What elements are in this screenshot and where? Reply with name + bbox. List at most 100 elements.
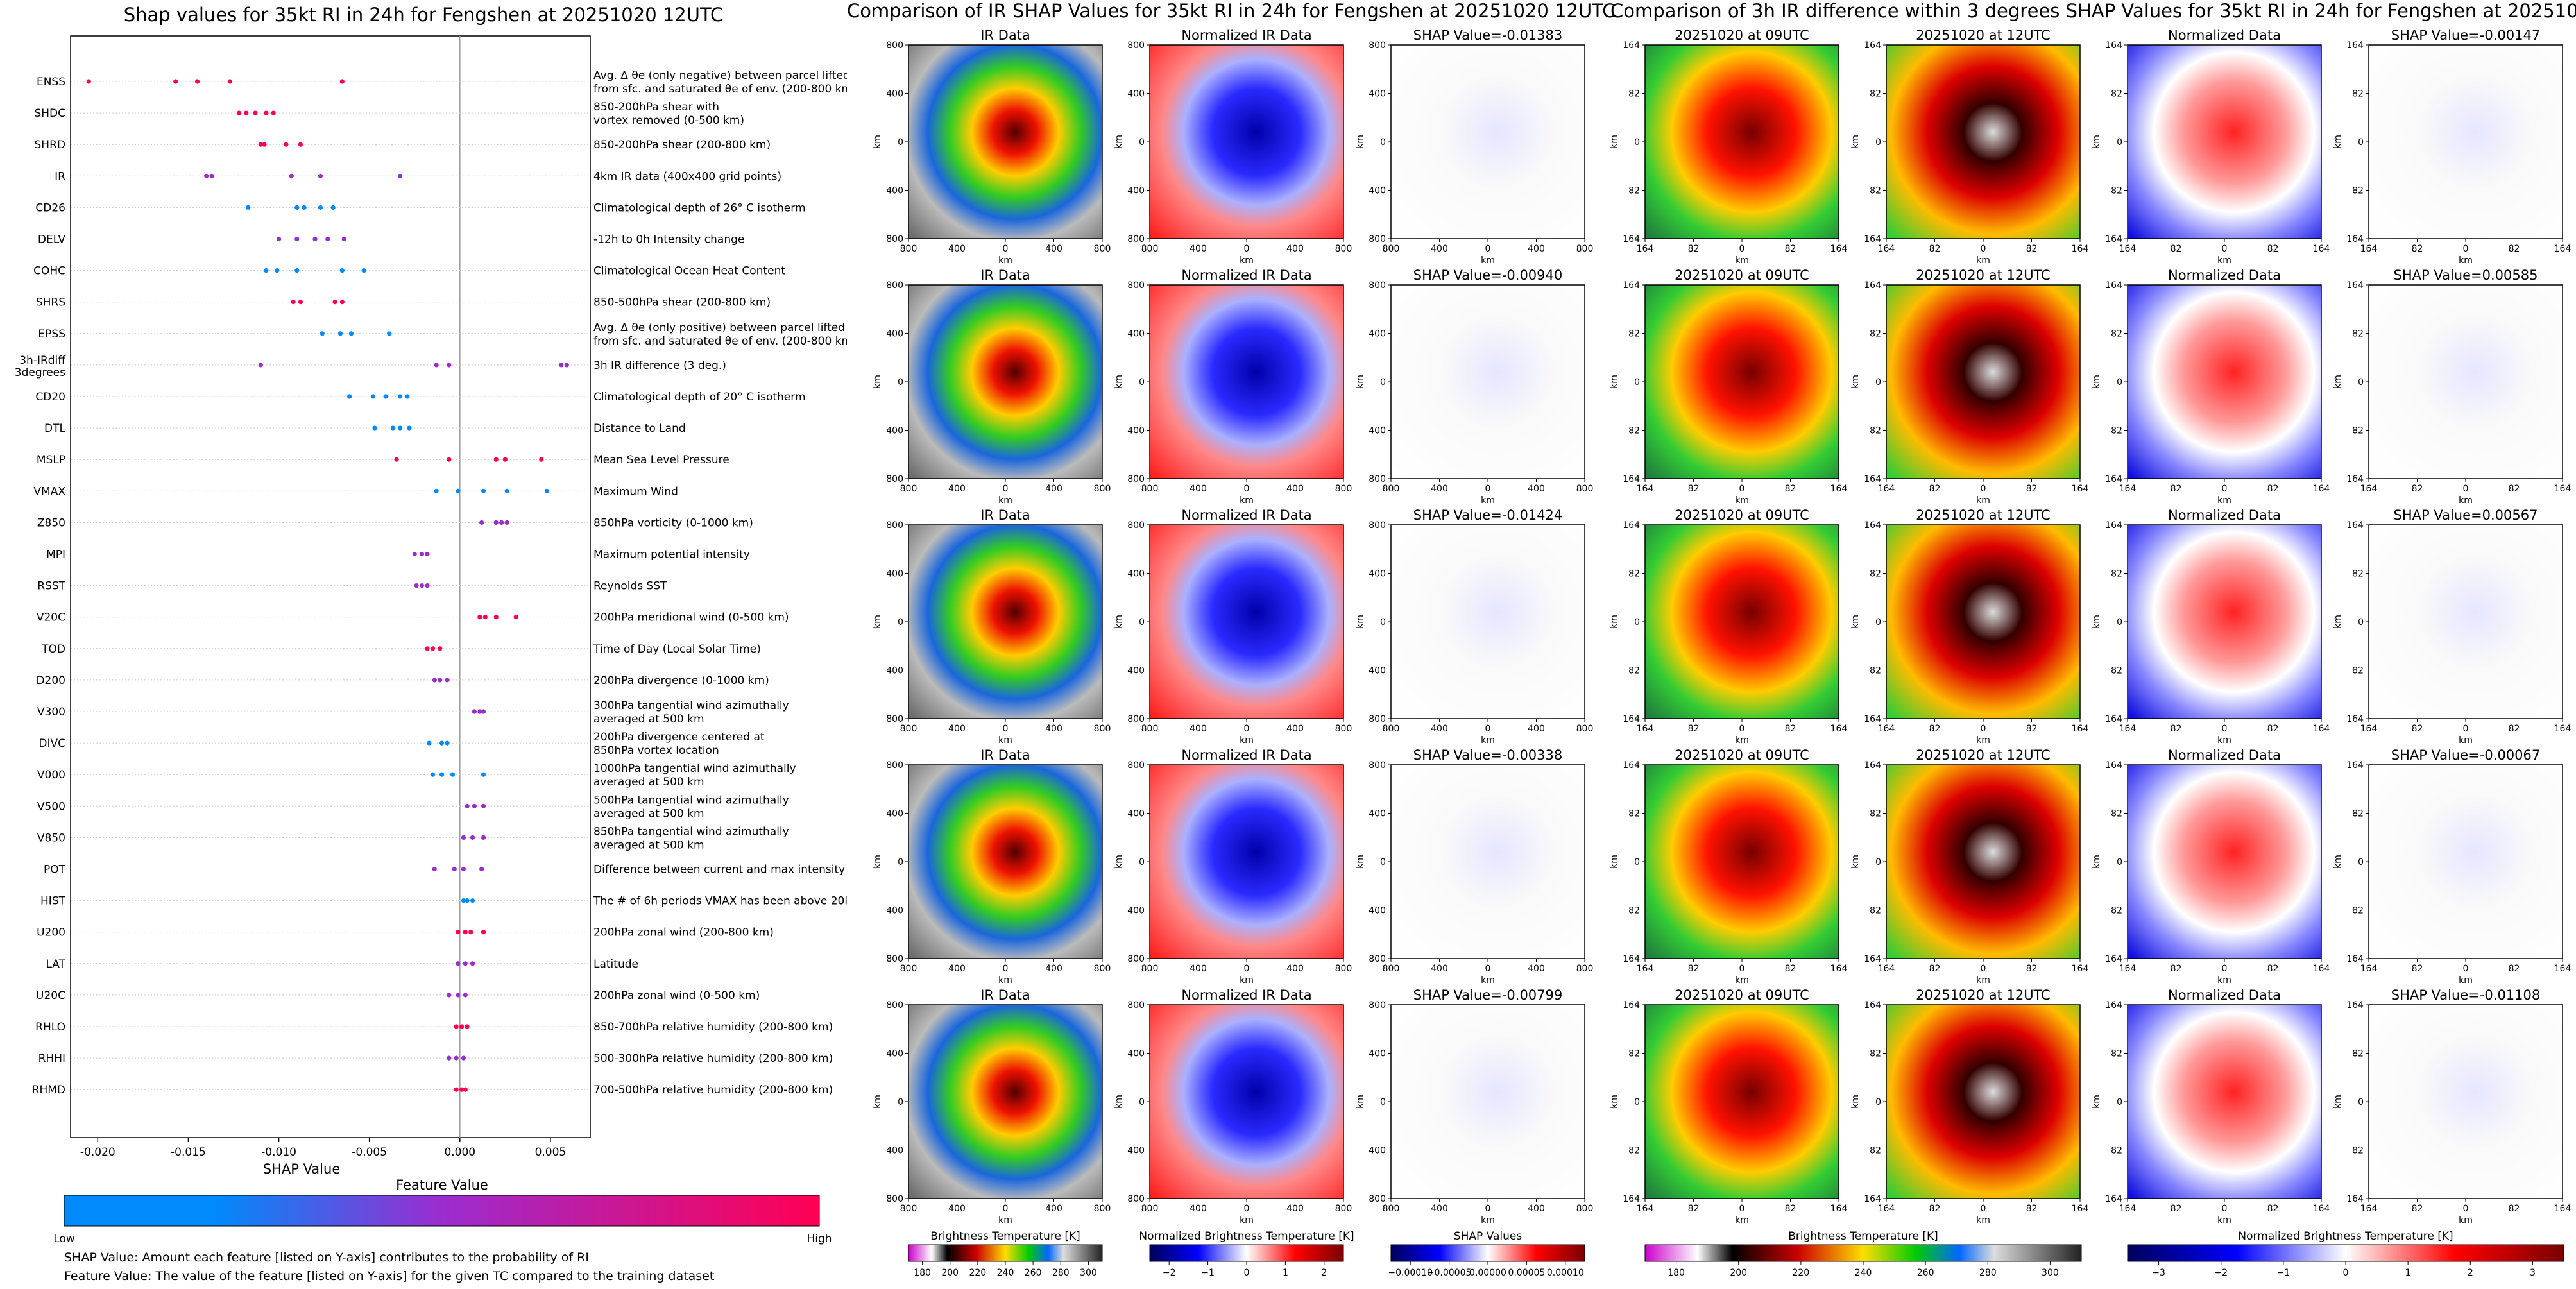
y-tick-label: 0 <box>2358 377 2364 388</box>
colorbar-tick-label: 200 <box>1730 1268 1747 1278</box>
colorbar-tick-label: 180 <box>914 1268 931 1278</box>
colorbar <box>908 1244 1103 1262</box>
heatmap-panel <box>908 524 1103 719</box>
shap-point <box>434 488 439 493</box>
heatmap-panel <box>1644 1004 1839 1199</box>
shap-point <box>447 993 452 998</box>
x-tick-label: 82 <box>2171 244 2182 254</box>
shap-point <box>504 488 509 493</box>
x-tick-label: 164 <box>1878 724 1895 734</box>
x-tick-label: 82 <box>1688 724 1700 734</box>
y-tick-label: 164 <box>2105 474 2122 484</box>
y-tick-label: 164 <box>1623 714 1640 724</box>
panel-title: Normalized IR Data <box>1181 987 1311 1003</box>
y-tick-label: 400 <box>1369 186 1386 196</box>
feature-code-label: DELV <box>38 234 65 246</box>
shap-point <box>236 110 242 115</box>
x-tick-label: 400 <box>948 244 966 254</box>
shap-point <box>461 1055 466 1061</box>
colorbar-label: Normalized Brightness Temperature [K] <box>1139 1230 1354 1243</box>
y-tick-label: 800 <box>1369 234 1386 244</box>
y-tick-label: 0 <box>1875 617 1881 627</box>
x-tick-label: 400 <box>1286 244 1304 254</box>
y-tick-label: 164 <box>2346 1194 2364 1204</box>
y-tick-label: 800 <box>1369 1000 1386 1011</box>
y-tick-label: 800 <box>886 474 903 484</box>
x-axis-label: km <box>1735 255 1749 266</box>
y-tick-label: 800 <box>1127 40 1145 51</box>
feature-code-label: SHDC <box>34 107 65 120</box>
y-tick-label: 400 <box>1369 89 1386 99</box>
x-tick-label: 164 <box>1830 244 1848 254</box>
feature-code-label: IR <box>55 170 65 183</box>
y-axis-label: km <box>873 615 883 629</box>
x-axis-label: km <box>1481 975 1495 986</box>
shap-value-note: SHAP Value: Amount each feature [listed … <box>64 1251 589 1265</box>
shap-point <box>461 866 466 872</box>
shap-point <box>481 488 486 493</box>
y-axis-label: km <box>1114 375 1124 389</box>
x-tick-label: 82 <box>2412 1204 2423 1214</box>
heatmap-panel <box>1644 524 1839 719</box>
shap-point <box>463 930 468 935</box>
y-tick-label: 164 <box>2346 280 2364 291</box>
y-tick-label: 0 <box>1380 137 1386 148</box>
shap-point <box>439 740 445 746</box>
y-tick-label: 0 <box>2117 857 2122 867</box>
feature-description: 200hPa divergence (0-1000 km) <box>593 674 769 687</box>
heatmap-panel <box>1390 764 1585 959</box>
feature-value-note: Feature Value: The value of the feature … <box>64 1269 715 1283</box>
shap-point <box>419 583 425 588</box>
x-tick-label: 164 <box>1637 964 1654 974</box>
x-tick-label: 800 <box>1094 1204 1111 1214</box>
x-tick-label: 164 <box>2554 1204 2572 1214</box>
feature-description: Reynolds SST <box>593 580 667 593</box>
x-tick-label: 0 <box>2463 724 2469 734</box>
x-tick-label: 164 <box>2119 724 2137 734</box>
y-tick-label: 400 <box>1369 809 1386 819</box>
shap-point <box>502 457 508 462</box>
y-tick-label: 164 <box>1623 954 1640 964</box>
heatmap-panel <box>908 284 1103 479</box>
panel-title: 20251020 at 09UTC <box>1675 28 1809 43</box>
shap-point <box>465 898 470 903</box>
x-tick-label: 82 <box>2267 1204 2279 1214</box>
shap-summary-plot: ENSS Avg. Δ θe (only negative) between pa… <box>15 35 847 1245</box>
y-axis-label: km <box>1850 855 1861 869</box>
x-tick-label: 800 <box>1141 724 1159 734</box>
panel-title: IR Data <box>980 508 1030 523</box>
feature-code-label: D200 <box>36 674 65 687</box>
shap-point <box>372 425 377 431</box>
x-tick-label: 0 <box>1485 724 1491 734</box>
shap-point <box>298 142 303 147</box>
y-tick-label: 82 <box>1628 809 1640 819</box>
y-axis-label: km <box>1355 375 1365 389</box>
y-tick-label: 82 <box>2352 186 2364 196</box>
x-tick-label: 800 <box>1141 1204 1159 1214</box>
x-tick-label: 82 <box>2026 1204 2038 1214</box>
shap-point <box>294 268 300 273</box>
heatmap-panel <box>908 44 1103 239</box>
feature-code-label: V000 <box>37 769 65 781</box>
x-axis-label: km <box>998 735 1012 746</box>
y-axis-label: km <box>1850 1095 1861 1109</box>
panel-title: 20251020 at 12UTC <box>1916 747 2051 763</box>
panel-title: Normalized Data <box>2168 508 2281 523</box>
x-axis-label: SHAP Value <box>263 1161 341 1177</box>
y-tick-label: 164 <box>2105 40 2122 51</box>
shap-point <box>339 300 345 305</box>
colorbar-tick-label: 220 <box>969 1268 986 1278</box>
shap-point <box>194 79 200 84</box>
heatmap-panel <box>1886 764 2081 959</box>
feature-code-label: DTL <box>44 422 65 435</box>
feature-description: Latitude <box>593 958 638 971</box>
feature-code-label: LAT <box>46 958 65 971</box>
y-tick-label: 164 <box>2346 954 2364 964</box>
shap-point <box>459 1024 465 1029</box>
y-tick-label: 0 <box>898 617 903 627</box>
y-axis-label: km <box>2092 375 2102 389</box>
x-tick-label: 0 <box>1739 1204 1745 1214</box>
colorbar-tick-label: 1 <box>2405 1268 2411 1278</box>
x-tick-label: 400 <box>948 1204 966 1214</box>
x-tick-label: 82 <box>2026 244 2038 254</box>
